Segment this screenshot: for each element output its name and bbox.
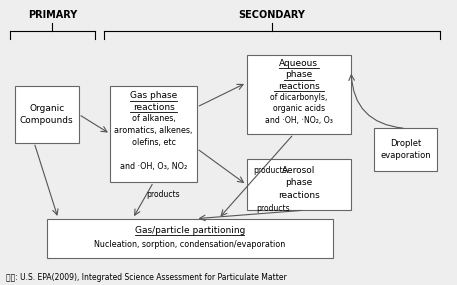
Text: Organic
Compounds: Organic Compounds	[20, 104, 74, 125]
Text: products: products	[253, 166, 287, 175]
Text: and ·OH, ·NO₂, O₃: and ·OH, ·NO₂, O₃	[265, 116, 333, 125]
FancyBboxPatch shape	[47, 219, 333, 258]
FancyBboxPatch shape	[111, 86, 197, 182]
Text: Aerosol: Aerosol	[282, 166, 316, 174]
Text: reactions: reactions	[133, 103, 175, 112]
Text: aromatics, alkenes,: aromatics, alkenes,	[114, 126, 193, 135]
Text: and ·OH, O₃, NO₂: and ·OH, O₃, NO₂	[120, 162, 187, 171]
FancyBboxPatch shape	[247, 159, 351, 210]
Text: phase: phase	[285, 178, 313, 187]
Text: products: products	[147, 190, 181, 199]
Text: of dicarbonyls,: of dicarbonyls,	[270, 93, 328, 102]
Text: products: products	[256, 204, 289, 213]
Text: SECONDARY: SECONDARY	[238, 10, 305, 20]
Text: PRIMARY: PRIMARY	[28, 10, 77, 20]
Text: reactions: reactions	[278, 191, 320, 200]
FancyBboxPatch shape	[374, 128, 437, 171]
Text: olefins, etc: olefins, etc	[132, 138, 175, 147]
Text: Gas phase: Gas phase	[130, 91, 177, 100]
Text: of alkanes,: of alkanes,	[132, 115, 175, 123]
Text: Droplet
evaporation: Droplet evaporation	[380, 139, 431, 160]
Text: Gas/particle partitioning: Gas/particle partitioning	[135, 226, 245, 235]
Text: organic acids: organic acids	[273, 104, 325, 113]
Text: 자료: U.S. EPA(2009), Integrated Science Assessment for Particulate Matter: 자료: U.S. EPA(2009), Integrated Science A…	[6, 273, 287, 282]
FancyBboxPatch shape	[247, 55, 351, 134]
Text: phase: phase	[285, 70, 313, 79]
FancyBboxPatch shape	[15, 86, 79, 142]
Text: Nucleation, sorption, condensation/evaporation: Nucleation, sorption, condensation/evapo…	[94, 240, 286, 249]
Text: Aqueous: Aqueous	[279, 59, 319, 68]
Text: reactions: reactions	[278, 82, 320, 91]
